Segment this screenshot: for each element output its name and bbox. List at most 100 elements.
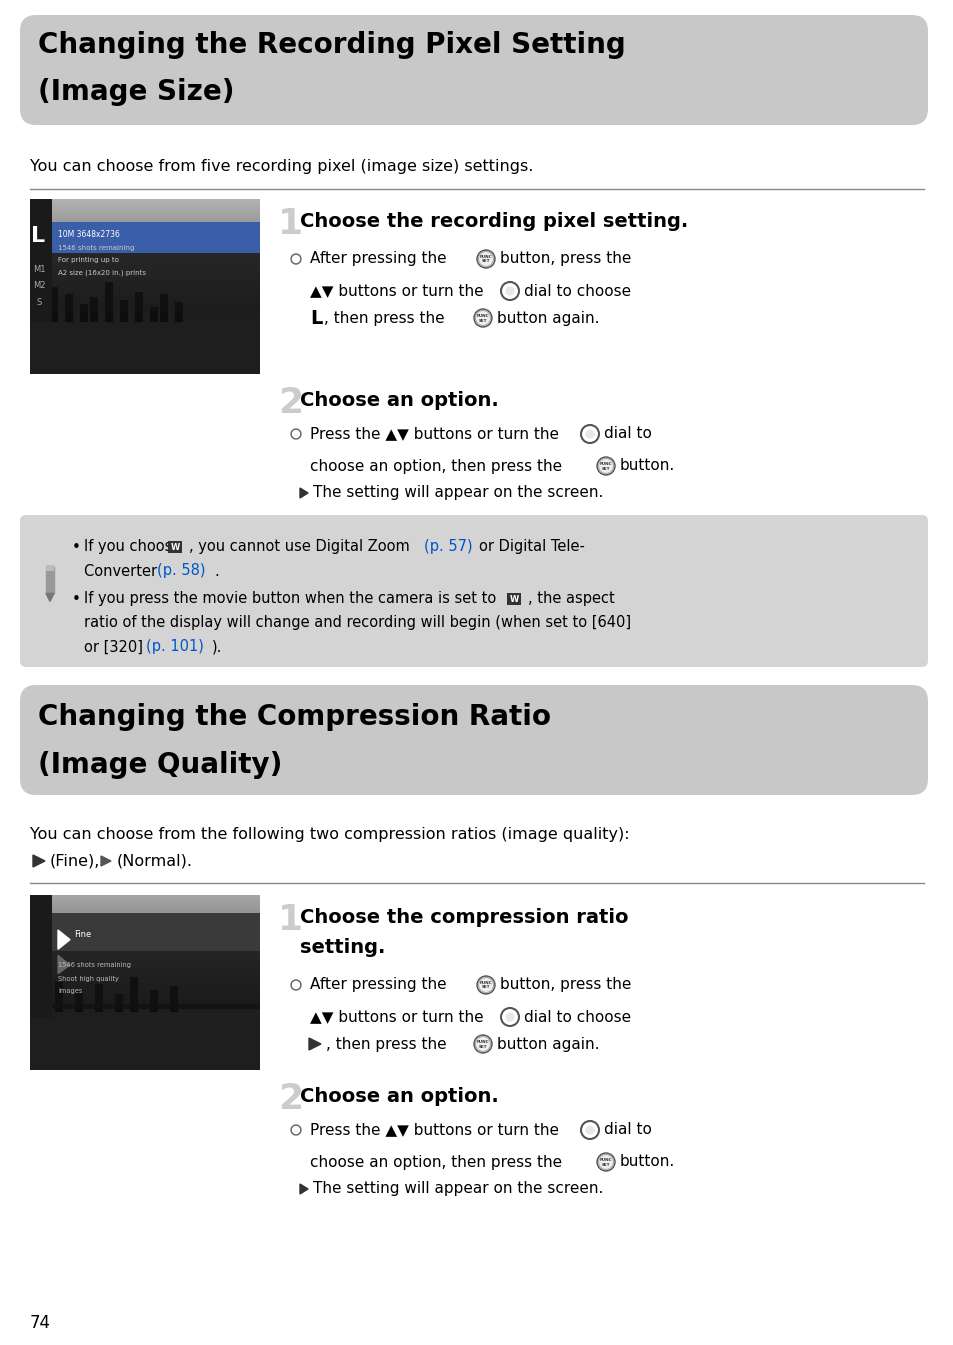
Bar (30, 247, 260, 250)
Bar (30, 293, 260, 295)
Bar (30, 940, 260, 943)
Bar (30, 894, 260, 1071)
Bar (30, 975, 260, 976)
Circle shape (475, 1037, 490, 1052)
Bar (30, 230, 260, 231)
Bar (30, 303, 260, 305)
Bar (30, 200, 260, 203)
Polygon shape (299, 488, 308, 498)
Bar (40, 993, 48, 1013)
Bar (30, 227, 260, 230)
Bar (30, 944, 260, 946)
Bar (130, 978, 138, 1013)
Bar (30, 203, 260, 206)
Text: Choose the compression ratio: Choose the compression ratio (299, 908, 628, 927)
Bar (30, 315, 260, 317)
Bar (30, 286, 260, 289)
Bar (30, 999, 260, 1001)
Text: FUNC: FUNC (476, 313, 489, 317)
Text: dial to: dial to (603, 426, 651, 441)
Polygon shape (299, 1184, 308, 1194)
Text: After pressing the: After pressing the (310, 252, 446, 266)
Bar (30, 931, 260, 933)
Bar (30, 246, 260, 247)
Bar (30, 982, 260, 985)
Text: , then press the: , then press the (324, 311, 444, 325)
Bar (30, 206, 260, 207)
Text: (Image Size): (Image Size) (38, 78, 234, 106)
Bar (30, 256, 260, 258)
Bar (30, 199, 260, 200)
Bar (30, 897, 260, 898)
Bar (30, 242, 260, 243)
Bar (30, 956, 260, 958)
Bar (30, 991, 260, 994)
Circle shape (585, 430, 594, 438)
Bar (55, 982, 63, 1013)
Text: button.: button. (619, 459, 675, 473)
Bar (30, 222, 260, 223)
Text: After pressing the: After pressing the (310, 978, 446, 993)
Circle shape (291, 429, 301, 438)
Circle shape (291, 254, 301, 264)
Bar (30, 907, 260, 908)
Polygon shape (46, 568, 54, 593)
Text: Press the ▲▼ buttons or turn the: Press the ▲▼ buttons or turn the (310, 426, 558, 441)
Circle shape (597, 1153, 615, 1171)
Bar (30, 936, 260, 939)
Text: •: • (71, 539, 81, 554)
Bar (30, 935, 260, 936)
Text: ▲▼ buttons or turn the: ▲▼ buttons or turn the (310, 284, 483, 299)
Text: The setting will appear on the screen.: The setting will appear on the screen. (313, 486, 602, 500)
Bar (30, 266, 260, 269)
Bar (105, 281, 112, 321)
Bar (170, 986, 178, 1013)
Text: 1546 shots remaining: 1546 shots remaining (58, 962, 131, 968)
Bar (30, 908, 260, 911)
Text: 74: 74 (30, 1314, 51, 1332)
Bar (30, 933, 260, 935)
Bar (65, 293, 73, 321)
Text: You can choose from five recording pixel (image size) settings.: You can choose from five recording pixel… (30, 160, 533, 175)
Bar (90, 296, 98, 321)
Bar (30, 967, 260, 968)
Bar (52, 222, 260, 253)
Bar (30, 218, 260, 219)
Bar (30, 254, 260, 256)
Text: L: L (310, 308, 322, 327)
Bar (30, 952, 260, 954)
Text: ratio of the display will change and recording will begin (when set to [640]: ratio of the display will change and rec… (84, 616, 631, 631)
Bar (30, 959, 260, 962)
Text: or [320]: or [320] (84, 639, 148, 655)
Bar (30, 987, 260, 990)
Text: Shoot high quality: Shoot high quality (58, 976, 119, 982)
Text: dial to choose: dial to choose (523, 284, 631, 299)
Text: FUNC: FUNC (479, 256, 492, 260)
Bar (30, 1003, 260, 1005)
Text: (Fine),: (Fine), (50, 854, 100, 869)
Text: FUNC: FUNC (476, 1040, 489, 1044)
Text: , then press the: , then press the (326, 1037, 446, 1052)
Text: (p. 101): (p. 101) (146, 639, 204, 655)
Bar (30, 226, 260, 227)
Bar (30, 912, 260, 915)
Bar (30, 968, 260, 971)
Bar (30, 219, 260, 222)
Text: choose an option, then press the: choose an option, then press the (310, 459, 561, 473)
Bar (30, 921, 260, 924)
Text: setting.: setting. (299, 937, 385, 958)
Bar (52, 222, 260, 313)
Text: (p. 57): (p. 57) (423, 539, 472, 554)
Bar (30, 1001, 260, 1003)
Text: SET: SET (601, 467, 610, 471)
Bar (30, 305, 260, 307)
Text: 10M 3648x2736: 10M 3648x2736 (58, 230, 120, 239)
Text: button, press the: button, press the (499, 252, 631, 266)
Polygon shape (46, 593, 54, 601)
Bar (135, 292, 143, 321)
Circle shape (291, 1124, 301, 1135)
Text: button again.: button again. (497, 311, 598, 325)
Text: (Normal).: (Normal). (117, 854, 193, 869)
Text: button.: button. (619, 1154, 675, 1170)
Bar (30, 998, 260, 999)
